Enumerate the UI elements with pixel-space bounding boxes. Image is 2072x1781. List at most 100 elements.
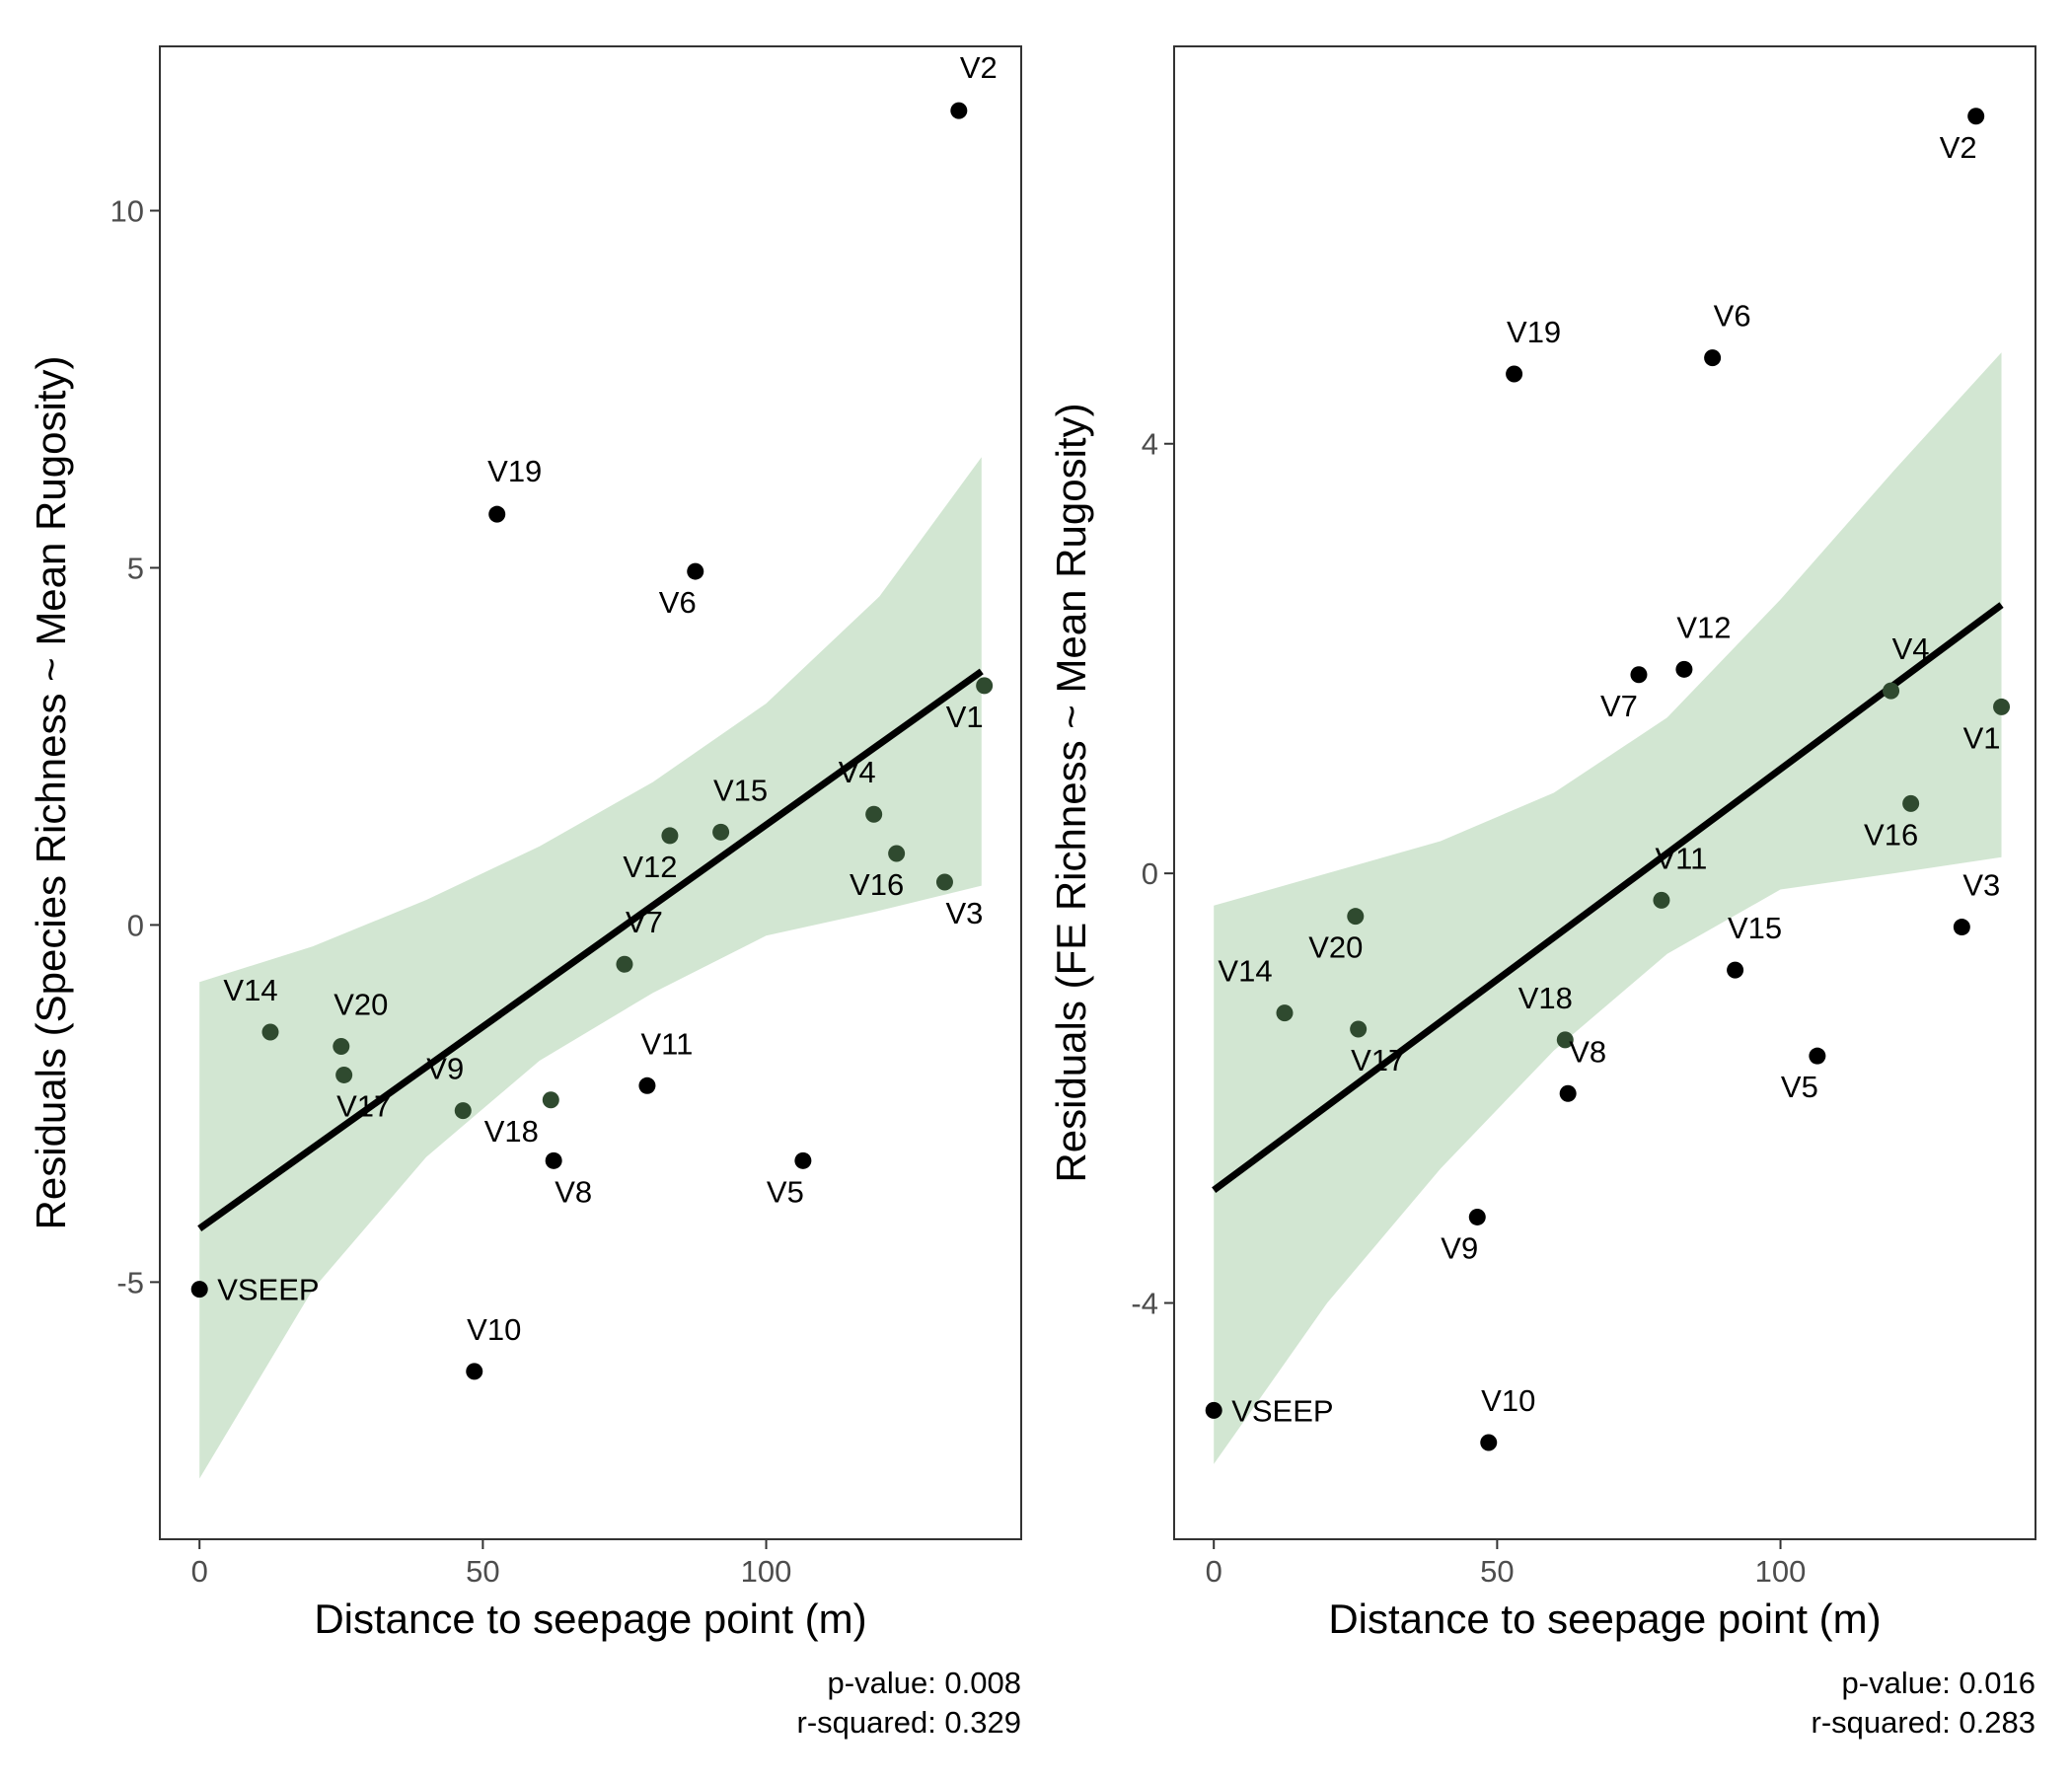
point-label-v9: V9: [1441, 1230, 1478, 1265]
y-tick-label: 4: [1142, 427, 1158, 462]
point-label-v8: V8: [1569, 1034, 1606, 1069]
data-point-v11: [638, 1076, 656, 1094]
point-label-v16: V16: [1864, 817, 1918, 852]
point-label-v14: V14: [223, 973, 277, 1007]
point-label-v18: V18: [1518, 981, 1573, 1015]
data-point-v2: [950, 102, 968, 119]
p-value-annotation: p-value: 0.016: [1842, 1666, 2035, 1700]
regression-line: [1212, 602, 2004, 1194]
data-point-v7: [1630, 666, 1648, 684]
chart-panel-1: V2 V19 V6 V1 V15 V12 V4 V16 V3 V7 V14 V20 V17 V9 V18 V1…: [28, 45, 1022, 1740]
point-label-v19: V19: [487, 454, 542, 488]
point-label-v9: V9: [426, 1052, 464, 1086]
panel-border: [1173, 45, 2036, 1540]
point-label-v7: V7: [626, 905, 663, 939]
point-label-v2: V2: [1940, 130, 1977, 165]
confidence-band: [199, 457, 982, 1479]
data-point-v20: [333, 1037, 350, 1055]
data-point-v19: [1506, 365, 1523, 383]
point-label-v3: V3: [946, 896, 984, 930]
data-point-v15: [1727, 961, 1744, 979]
point-label-v6: V6: [1714, 299, 1751, 334]
point-label-v5: V5: [1781, 1070, 1818, 1104]
data-point-v14: [1276, 1004, 1294, 1022]
point-label-vseep: VSEEP: [217, 1273, 319, 1307]
r-squared-annotation: r-squared: 0.283: [1812, 1705, 2035, 1740]
regression-line: [197, 668, 984, 1231]
data-point-v14: [261, 1023, 279, 1041]
data-point-v6: [1704, 349, 1722, 367]
point-label-v17: V17: [1351, 1043, 1405, 1077]
point-label-v17: V17: [336, 1088, 391, 1123]
data-point-v15: [712, 823, 730, 841]
data-point-v2: [1967, 108, 1985, 125]
data-point-v11: [1653, 891, 1670, 909]
point-label-v1: V1: [946, 700, 984, 734]
x-axis-title: Distance to seepage point (m): [1328, 1595, 1881, 1642]
data-point-v5: [1809, 1047, 1826, 1065]
y-tick-label: 0: [1142, 856, 1158, 891]
r-squared-annotation: r-squared: 0.329: [797, 1705, 1021, 1740]
x-tick-label: 0: [191, 1554, 208, 1589]
point-label-v8: V8: [555, 1174, 592, 1209]
chart-panel-2: V2 V19 V6 V12 V7 V4 V1 V16 V11 V20 V3 V15 V14 V17 V18 V…: [1048, 45, 2036, 1740]
data-point-v9: [1468, 1208, 1486, 1225]
point-label-v2: V2: [960, 50, 998, 85]
point-label-vseep: VSEEP: [1231, 1393, 1333, 1428]
point-label-v15: V15: [1728, 911, 1782, 945]
data-point-v18: [1556, 1031, 1574, 1049]
x-tick-label: 0: [1206, 1554, 1222, 1589]
data-point-v4: [865, 805, 883, 823]
data-point-v10: [1480, 1434, 1498, 1451]
point-label-v20: V20: [333, 987, 388, 1021]
data-point-v12: [1675, 660, 1693, 678]
y-tick-label: 5: [127, 551, 144, 585]
point-label-v7: V7: [1600, 689, 1638, 723]
data-point-v7: [616, 955, 633, 973]
data-point-v20: [1347, 908, 1365, 926]
y-tick-label: 10: [111, 194, 144, 229]
data-point-v1: [1993, 698, 2011, 715]
data-point-v8: [1559, 1084, 1577, 1102]
point-label-v19: V19: [1507, 315, 1561, 349]
x-tick-label: 50: [1480, 1554, 1514, 1589]
data-point-v4: [1883, 682, 1900, 700]
point-label-v20: V20: [1308, 930, 1363, 965]
point-label-v10: V10: [1481, 1383, 1535, 1418]
point-label-v4: V4: [1892, 631, 1930, 666]
point-label-v12: V12: [623, 850, 677, 884]
data-point-v3: [1953, 919, 1970, 936]
data-point-v12: [661, 827, 679, 845]
point-label-v10: V10: [467, 1312, 521, 1347]
data-point-v6: [687, 562, 704, 580]
point-label-v6: V6: [659, 585, 697, 620]
data-point-v19: [488, 505, 506, 523]
point-label-v16: V16: [850, 867, 904, 902]
point-label-v4: V4: [839, 755, 876, 789]
point-label-v14: V14: [1218, 954, 1272, 989]
y-axis-title: Residuals (Species Richness ~ Mean Rugos…: [28, 356, 74, 1230]
y-axis-title: Residuals (FE Richness ~ Mean Rugosity): [1048, 403, 1094, 1182]
x-axis-title: Distance to seepage point (m): [314, 1595, 866, 1642]
panel-border: [159, 45, 1022, 1540]
data-point-v9: [454, 1102, 472, 1120]
y-tick-label: -4: [1131, 1287, 1158, 1321]
data-point-v17: [1350, 1020, 1368, 1038]
data-point-v16: [1902, 794, 1920, 812]
data-point-v5: [794, 1151, 812, 1169]
point-label-v12: V12: [1676, 610, 1731, 644]
data-point-v3: [935, 873, 953, 891]
confidence-band: [1214, 352, 2002, 1464]
point-label-v5: V5: [767, 1174, 804, 1209]
point-label-v11: V11: [1656, 841, 1708, 875]
x-tick-label: 100: [741, 1554, 792, 1589]
p-value-annotation: p-value: 0.008: [828, 1666, 1021, 1700]
data-point-v16: [888, 845, 906, 862]
data-point-v10: [466, 1363, 483, 1380]
data-point-vseep: [1205, 1401, 1222, 1419]
data-point-v8: [545, 1151, 562, 1169]
data-point-v17: [335, 1066, 353, 1083]
y-tick-label: 0: [127, 908, 144, 942]
point-label-v15: V15: [713, 773, 768, 807]
